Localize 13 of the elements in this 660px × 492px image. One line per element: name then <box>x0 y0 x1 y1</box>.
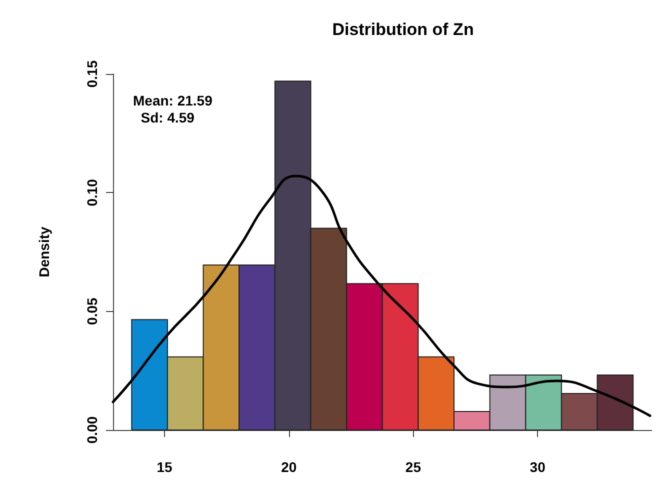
y-tick-label: 0.10 <box>84 178 100 206</box>
x-tick-label: 20 <box>281 459 297 475</box>
y-tick-label: 0.15 <box>84 60 100 88</box>
annotation: Mean: 21.59 <box>133 92 213 108</box>
y-tick-label: 0.05 <box>84 297 100 325</box>
x-tick-label: 25 <box>405 459 422 475</box>
annotation: Sd: 4.59 <box>133 110 195 126</box>
chart-title: Distribution of Zn <box>332 20 474 39</box>
line-series <box>112 174 652 418</box>
y-axis-title: Density <box>36 226 52 278</box>
y-tick-label: 0.00 <box>84 416 100 444</box>
x-tick-label: 15 <box>156 459 172 475</box>
x-tick-label: 30 <box>530 459 546 475</box>
